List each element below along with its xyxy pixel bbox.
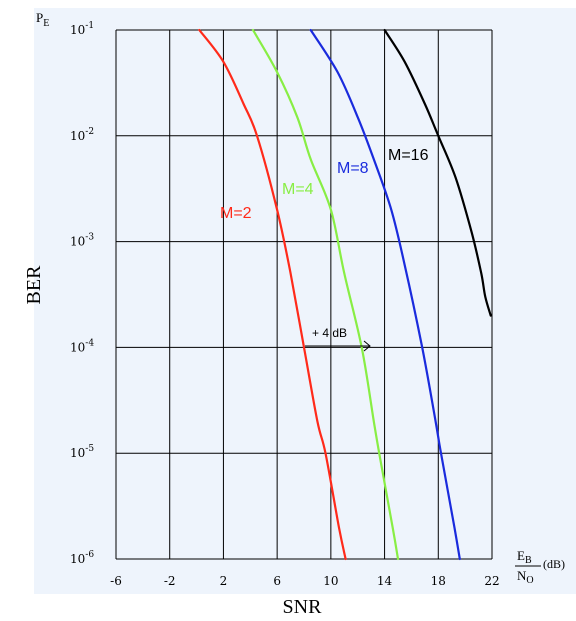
y-tick-base: 10 <box>70 552 85 566</box>
chart-background <box>34 8 576 594</box>
x-axis-unit: EB NO (dB) <box>515 548 565 586</box>
x-tick-label: -6 <box>110 574 122 588</box>
y-tick-exponent: -4 <box>85 338 94 348</box>
x-unit-numerator-sub: B <box>525 555 532 566</box>
y-tick-exponent: -1 <box>85 21 94 31</box>
y-tick-label: 10-6 <box>70 550 94 566</box>
x-axis-title: SNR <box>283 596 323 618</box>
series-line-m-4 <box>251 28 400 561</box>
series-line-m-2 <box>198 28 347 561</box>
x-tick-label: 6 <box>273 574 281 588</box>
y-tick-base: 10 <box>70 340 85 354</box>
x-tick-label: -2 <box>164 574 176 588</box>
series-line-m-16 <box>383 28 492 317</box>
y-tick-exponent: -3 <box>85 233 94 243</box>
x-tick-label: 2 <box>220 574 228 588</box>
y-tick-exponent: -5 <box>85 444 94 454</box>
x-tick-label: 14 <box>377 574 393 588</box>
y-tick-label: 10-4 <box>70 338 94 354</box>
y-tick-base: 10 <box>70 235 85 249</box>
y-axis-marker-sub: E <box>43 18 49 29</box>
y-tick-exponent: -2 <box>85 127 94 137</box>
y-tick-label: 10-5 <box>70 444 94 460</box>
x-unit-numerator: EB <box>517 548 532 566</box>
series-label-m-16: M=16 <box>388 147 429 164</box>
annotation-arrowhead <box>363 340 371 352</box>
x-tick-label: 18 <box>431 574 446 588</box>
x-unit-denominator: NO <box>517 568 534 586</box>
annotation-4db: + 4 dB <box>305 326 371 352</box>
y-tick-label: 10-3 <box>70 233 94 249</box>
x-unit-denominator-sub: O <box>526 575 533 586</box>
y-tick-base: 10 <box>70 446 85 460</box>
annotation-text: + 4 dB <box>312 326 347 340</box>
y-axis-marker: PE <box>36 10 49 29</box>
x-unit-suffix: (dB) <box>543 557 565 571</box>
y-tick-label: 10-1 <box>70 21 94 37</box>
y-tick-label: 10-2 <box>70 127 94 143</box>
x-tick-label: 10 <box>323 574 338 588</box>
series-line-m-8 <box>309 28 461 561</box>
series-label-m-4: M=4 <box>282 181 314 198</box>
series-label-m-2: M=2 <box>220 205 252 222</box>
y-axis-title: BER <box>23 265 45 305</box>
x-tick-label: 22 <box>484 574 499 588</box>
y-tick-exponent: -6 <box>85 550 94 560</box>
series-labels: M=2 M=4 M=8 M=16 <box>220 147 429 222</box>
series-curves <box>198 28 492 561</box>
y-tick-base: 10 <box>70 23 85 37</box>
grid <box>115 29 493 560</box>
series-label-m-8: M=8 <box>337 160 369 177</box>
y-tick-base: 10 <box>70 129 85 143</box>
